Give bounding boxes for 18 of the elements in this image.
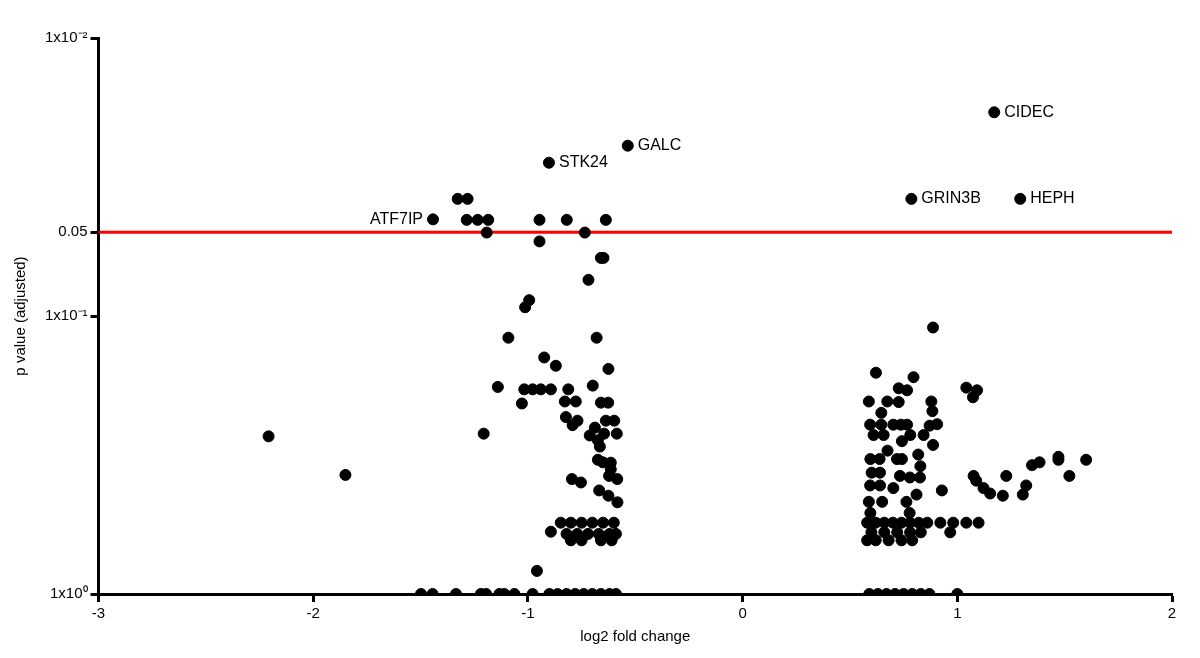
x-axis-title: log2 fold change bbox=[580, 627, 691, 645]
x-tick-label: 1 bbox=[953, 604, 962, 622]
y-tick-label: 1x10⁻² bbox=[44, 28, 88, 46]
y-tick-label: 0.05 bbox=[58, 222, 88, 240]
annotation: CIDEC bbox=[1004, 102, 1055, 120]
y-tick-label: 1x10⁰ bbox=[49, 584, 88, 602]
annotation: ATF7IP bbox=[369, 209, 424, 227]
annotation: GALC bbox=[637, 136, 682, 154]
x-tick-label: -1 bbox=[521, 604, 535, 622]
annotation: HEPH bbox=[1030, 189, 1075, 207]
x-tick-label: -2 bbox=[306, 604, 320, 622]
annotation: GRIN3B bbox=[921, 189, 981, 207]
x-tick-label: -3 bbox=[91, 604, 106, 622]
x-tick-label: 0 bbox=[738, 604, 747, 622]
y-axis-title: p value (adjusted) bbox=[11, 256, 29, 376]
x-tick-label: 2 bbox=[1167, 604, 1177, 622]
annotation: STK24 bbox=[558, 153, 608, 171]
y-tick-label: 1x10⁻¹ bbox=[44, 306, 88, 324]
